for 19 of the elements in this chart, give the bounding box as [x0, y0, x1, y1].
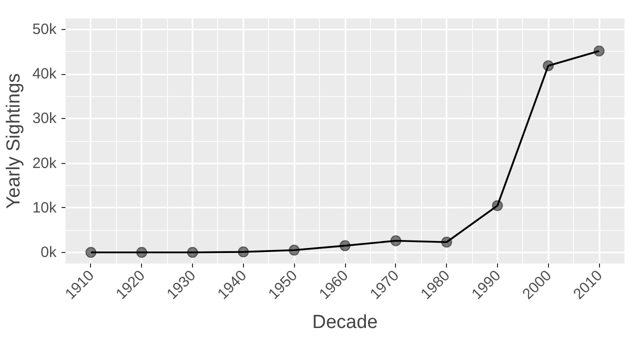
- y-tick-label: 40k: [32, 66, 57, 83]
- point: [390, 235, 402, 246]
- point: [187, 246, 198, 258]
- y-axis-title: Yearly Sightings: [3, 73, 24, 209]
- point: [85, 246, 96, 258]
- point: [492, 200, 503, 212]
- y-tick-label: 50k: [32, 21, 57, 38]
- y-tick-label: 10k: [32, 199, 57, 216]
- point: [288, 244, 300, 256]
- x-axis-title: Decade: [312, 312, 378, 333]
- y-tick-label: 20k: [32, 154, 57, 172]
- point: [136, 246, 148, 258]
- y-tick-label: 30k: [32, 110, 57, 128]
- y-tick-label: 0k: [40, 244, 57, 261]
- point: [441, 236, 452, 248]
- point: [340, 240, 350, 252]
- point: [594, 46, 605, 57]
- point: [238, 246, 249, 258]
- point: [542, 60, 554, 72]
